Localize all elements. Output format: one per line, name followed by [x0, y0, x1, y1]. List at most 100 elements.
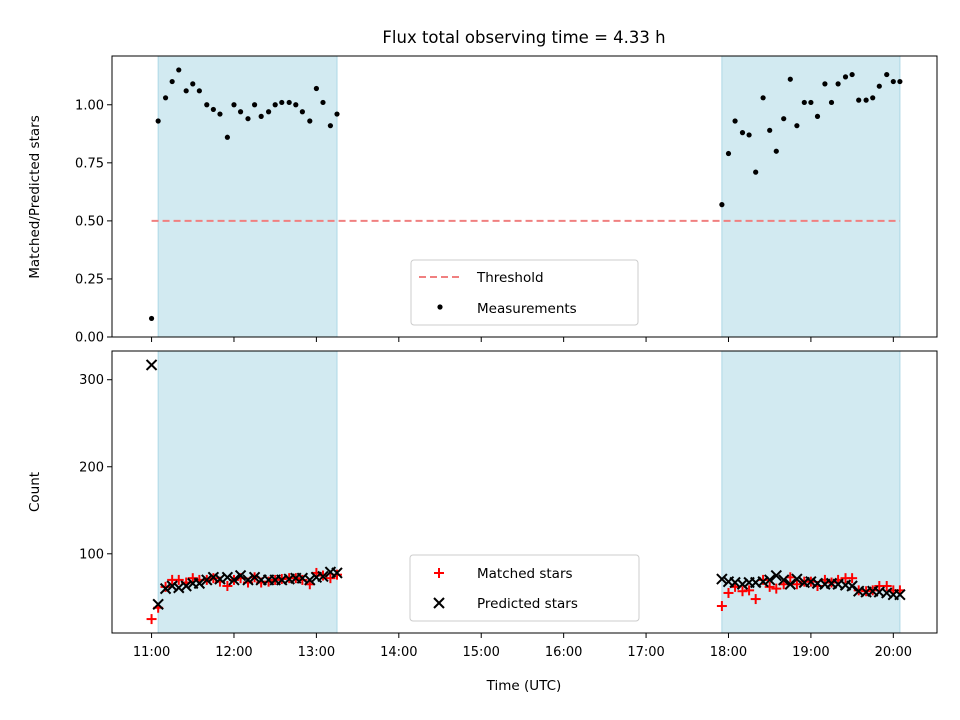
predicted-star-point	[317, 570, 329, 583]
x-tick-label: 17:00	[627, 645, 664, 660]
predicted-star-point	[805, 575, 817, 588]
bottom-legend: Matched stars Predicted stars	[409, 554, 640, 622]
measurement-point	[265, 109, 272, 115]
measurement-point	[183, 88, 189, 94]
predicted-star-point	[152, 598, 164, 610]
measurement-point	[890, 78, 896, 85]
observing-interval-shade	[157, 350, 338, 634]
measurement-point	[231, 102, 237, 108]
measurement-point	[251, 102, 258, 108]
predicted-star-point	[304, 574, 316, 586]
x-tick-label: 16:00	[545, 645, 582, 660]
measurement-point	[794, 123, 800, 129]
legend-matched-marker	[434, 568, 444, 578]
matched-star-point	[222, 581, 233, 591]
y-tick-label: 0.75	[75, 156, 104, 171]
x-tick-label: 14:00	[380, 645, 417, 660]
bottom-legend-box	[409, 554, 640, 622]
predicted-star-point	[881, 587, 893, 599]
measurement-point	[245, 116, 251, 122]
y-tick-label: 0.25	[75, 272, 104, 287]
measurement-point	[870, 95, 876, 101]
matched-star-point	[325, 573, 336, 584]
observing-interval-shade	[157, 55, 338, 338]
measurement-point	[739, 130, 746, 136]
measurement-point	[897, 78, 903, 85]
top-panel: 0.00 0.25 0.50 0.75 1.00 Matched/Predicted s…	[27, 55, 938, 346]
predicted-star-point	[207, 571, 220, 584]
x-tick-label: 19:00	[792, 645, 829, 660]
measurement-point	[884, 71, 890, 78]
predicted-star-point	[180, 580, 192, 592]
matched-star-point	[146, 614, 157, 625]
measurement-point	[753, 169, 759, 175]
measurement-point	[176, 67, 182, 73]
top-ylabel: Matched/Predicted stars	[27, 115, 43, 278]
measurement-point	[814, 113, 821, 119]
matched-star-point	[160, 581, 171, 592]
measurement-point	[732, 118, 738, 124]
predicted-star-point	[763, 574, 776, 586]
measurement-point	[258, 113, 264, 119]
measurement-point	[307, 118, 313, 124]
measurement-point	[334, 111, 340, 117]
matched-star-point	[263, 576, 274, 587]
matched-star-point	[881, 581, 892, 591]
measurement-point	[746, 132, 752, 138]
top-axes-frame	[111, 55, 938, 338]
matched-star-point	[173, 574, 184, 585]
y-tick-label: 0.50	[75, 214, 104, 229]
y-tick-label: 0.00	[75, 331, 104, 346]
measurement-point	[856, 97, 862, 103]
predicted-star-point	[234, 569, 247, 582]
measurement-point	[725, 150, 732, 157]
predicted-star-point	[242, 574, 254, 586]
measurement-point	[787, 76, 793, 82]
predicted-star-point	[716, 573, 728, 585]
bottom-panel: 100 200 300 11:00 12:00 13:00 14:00 15:00 16:00…	[27, 350, 938, 694]
predicted-star-point	[777, 574, 790, 586]
y-tick-label: 300	[79, 373, 104, 388]
measurement-point	[719, 202, 725, 208]
predicted-star-point	[736, 578, 749, 590]
predicted-star-point	[201, 574, 213, 586]
legend-matched-label: Matched stars	[477, 566, 573, 582]
measurement-point	[876, 83, 882, 89]
x-tick-label: 12:00	[215, 645, 252, 660]
measurement-point	[196, 88, 202, 94]
matched-star-point	[758, 574, 769, 585]
legend-threshold-label: Threshold	[476, 270, 544, 286]
measurement-point	[279, 99, 285, 106]
measurement-point	[808, 99, 814, 106]
x-tick-label: 13:00	[298, 645, 335, 660]
top-legend: Threshold Measurements	[410, 259, 639, 326]
measurement-point	[162, 95, 169, 101]
matched-star-point	[297, 574, 308, 585]
measurement-point	[842, 74, 849, 80]
legend-measurements-marker	[437, 304, 443, 310]
chart-title: Flux total observing time = 4.33 h	[382, 28, 665, 47]
predicted-star-point	[248, 571, 261, 584]
predicted-star-point	[159, 582, 172, 595]
x-tick-label: 15:00	[462, 645, 499, 660]
x-axis-label: Time (UTC)	[486, 678, 562, 694]
x-tick-label: 18:00	[710, 645, 747, 660]
measurement-point	[801, 99, 807, 106]
measurement-point	[286, 99, 292, 106]
measurement-point	[773, 148, 779, 154]
x-tick-label: 20:00	[875, 645, 912, 660]
y-tick-label: 100	[79, 547, 104, 562]
measurement-point	[217, 111, 223, 117]
top-legend-box	[410, 259, 639, 326]
measurement-point	[148, 315, 155, 322]
matched-star-point	[847, 573, 858, 584]
bottom-ylabel: Count	[27, 472, 43, 512]
x-tick-label: 11:00	[133, 645, 170, 660]
predicted-star-point	[791, 573, 803, 585]
measurement-point	[169, 78, 175, 85]
measurement-point	[224, 134, 230, 140]
measurement-point	[849, 71, 855, 78]
matched-star-point	[764, 581, 775, 592]
measurement-point	[204, 102, 210, 108]
matched-star-point	[716, 601, 727, 612]
